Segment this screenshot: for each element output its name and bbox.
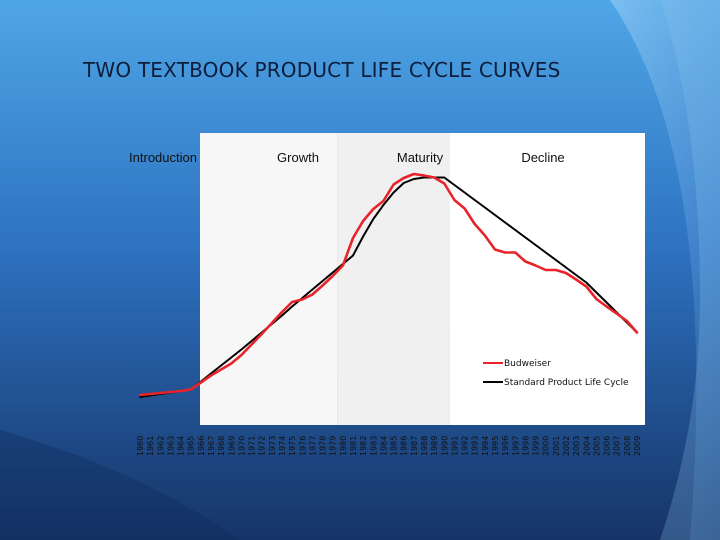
x-tick-label: 2008 [623,436,632,456]
x-tick-label: 1987 [410,436,419,456]
x-tick-label: 1982 [359,436,368,456]
x-tick-label: 2004 [582,436,591,456]
x-tick-label: 1972 [258,436,267,456]
x-tick-label: 1966 [197,436,206,456]
x-tick-label: 2002 [562,436,571,456]
x-tick-label: 1990 [440,436,449,456]
x-tick-label: 2005 [592,436,601,456]
growth-panel [200,133,338,425]
x-tick-label: 1995 [491,436,500,456]
x-tick-label: 1991 [450,436,459,456]
x-tick-label: 1964 [177,436,186,456]
shaded-band [337,133,450,425]
series-line-budweiser [138,172,639,397]
x-tick-label: 1983 [369,436,378,456]
x-tick-label: 1963 [166,436,175,456]
x-tick-label: 1985 [390,436,399,456]
phase-label: Decline [521,150,564,165]
x-tick-label: 1989 [430,436,439,456]
x-tick-label: 1979 [329,436,338,456]
series-line-standard-product-life-cycle [139,176,638,398]
x-tick-label: 1996 [501,436,510,456]
slide-title: TWO TEXTBOOK PRODUCT LIFE CYCLE CURVES [83,58,561,82]
x-tick-label: 1986 [400,436,409,456]
phase-label: Maturity [397,150,444,165]
x-tick-label: 2000 [542,436,551,456]
x-tick-label: 1974 [278,436,287,456]
x-tick-label: 1969 [227,436,236,456]
x-tick-label: 1993 [471,436,480,456]
x-tick-label: 1998 [521,436,530,456]
x-tick-label: 1961 [146,436,155,456]
x-tick-label: 2006 [603,436,612,456]
x-tick-label: 2007 [613,436,622,456]
x-tick-label: 1981 [349,436,358,456]
x-tick-label: 1988 [420,436,429,456]
x-tick-label: 1984 [379,436,388,456]
x-tick-label: 1960 [136,436,145,456]
x-tick-label: 1977 [308,436,317,456]
x-tick-label: 1970 [237,436,246,456]
x-tick-label: 1967 [207,436,216,456]
x-tick-label: 2001 [552,436,561,456]
x-tick-label: 1978 [319,436,328,456]
legend-label: Standard Product Life Cycle [504,378,629,388]
decline-panel [449,133,645,425]
x-tick-label: 1965 [187,436,196,456]
phase-label: Growth [277,150,319,165]
x-tick-label: 1999 [532,436,541,456]
x-tick-label: 2009 [633,436,642,456]
x-tick-label: 1994 [481,436,490,456]
x-tick-label: 1997 [511,436,520,456]
x-tick-label: 1992 [461,436,470,456]
x-tick-label: 1971 [248,436,257,456]
x-tick-label: 1962 [156,436,165,456]
x-tick-label: 1973 [268,436,277,456]
x-tick-label: 1976 [298,436,307,456]
x-tick-label: 2003 [572,436,581,456]
legend-label: Budweiser [504,359,551,369]
x-tick-label: 1968 [217,436,226,456]
x-tick-label: 1975 [288,436,297,456]
x-tick-label: 1980 [339,436,348,456]
phase-label: Introduction [129,150,197,165]
